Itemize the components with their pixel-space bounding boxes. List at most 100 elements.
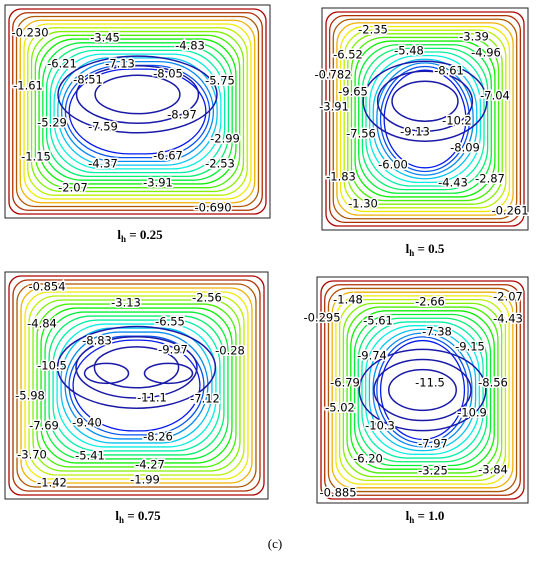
contour-line [24,291,249,480]
contour-label: -2.35 [358,23,388,37]
contour-label: -6.55 [155,315,185,329]
contour-label: -7.69 [29,419,59,433]
contour-label: -1.99 [130,473,160,487]
contour-line [361,321,484,459]
caption-symbol: l [406,508,410,523]
contour-line [75,335,198,399]
contour-label: -8.09 [450,141,480,155]
contour-label: -3.91 [143,176,173,190]
contour-label: -3.84 [478,463,508,477]
contour-label: -6.67 [153,149,183,163]
contour-line [387,368,458,412]
caption-subscript: h [409,248,414,258]
contour-label: -4.43 [493,312,523,326]
contour-label: -5.41 [75,449,105,463]
plot-frame [4,271,269,500]
contour-label: -2.07 [58,181,88,195]
contour-line [27,27,248,196]
contour-label: -7.38 [422,325,452,339]
contour-line [332,18,518,220]
contour-line [57,55,218,134]
figure-label: (c) [268,536,282,551]
plot-frame [321,7,529,231]
contour-label: -4.96 [471,46,501,60]
contour-line [325,11,525,227]
contour-label: -6.52 [333,48,363,62]
contour-label: -10.9 [457,406,487,420]
contour-label: -0.854 [28,280,65,294]
contour-label: -7.59 [88,120,118,134]
plot-frame [4,4,271,219]
contour-label: -8.56 [478,376,508,390]
contour-label: -7.56 [346,127,376,141]
contour-line [335,295,510,485]
contour-label: -8.61 [434,64,464,78]
contour-line [354,40,496,198]
contour-line [379,65,471,173]
contour-label: -7.12 [190,392,220,406]
contour-line [38,38,237,185]
contour-line [143,362,194,385]
contour-line [342,302,503,478]
contour-label: -3.91 [319,100,349,114]
contour-line [15,15,260,208]
contour-label: -4.27 [135,458,165,472]
contour-line [12,12,263,211]
contour-label: -3.13 [111,296,141,310]
contour-label: -6.79 [330,376,360,390]
contour-plot: -1.48 -2.66 -2.07 -0.295 -5.61 -4.43 -7.38-9.1… [302,276,529,525]
contour-label: -8.05 [153,67,183,81]
contour-label: -0.295 [303,311,340,325]
contour-line [357,317,488,463]
caption-symbol: l [406,241,410,256]
contour-label: -8.83 [82,334,112,348]
contour-line [339,25,511,213]
caption-value: = 0.75 [124,508,161,523]
contour-line [391,80,459,122]
contour-line [56,325,217,409]
caption-subscript: h [409,515,414,525]
contour-line [368,328,477,452]
contour-line [36,303,237,468]
contour-line [324,284,521,496]
contour-label: -2.66 [415,295,445,309]
contour-line [53,53,222,170]
contour-line [8,275,265,496]
caption-symbol: l [117,227,121,242]
contour-label: -8.51 [73,73,103,87]
contour-label: -7.04 [480,89,510,103]
contour-line [320,280,525,500]
caption-value: = 0.5 [414,241,445,256]
contour-label: -2.07 [493,290,523,304]
contour-label: -2.53 [205,157,235,171]
contour-line [362,60,488,142]
contour-label: -9.15 [455,340,485,354]
contour-line [45,45,230,178]
contour-label: -10.3 [365,419,395,433]
contour-label: -3.45 [90,31,120,45]
contour-line [44,311,229,460]
contour-label: -3.39 [459,30,489,44]
contour-line [28,295,245,476]
contour-line [83,362,130,385]
contour-label: -9.65 [338,85,368,99]
contour-label: -3.25 [418,464,448,478]
contour-label: -5.29 [37,116,67,130]
contour-label: -5.48 [394,44,424,58]
contour-label: -5.98 [15,389,45,403]
caption-value: = 1.0 [414,508,444,523]
contour-line [49,49,226,174]
contour-label: -3.70 [17,448,47,462]
contour-line [19,19,256,204]
contour-line [350,310,495,470]
contour-label: -5.02 [325,401,355,415]
contour-line [379,339,466,441]
contour-label: -4.84 [27,317,57,331]
contour-line [12,279,261,492]
contour-line [57,57,218,166]
contour-label: -0.782 [314,68,351,82]
panel-caption: lh = 0.5 [406,241,445,258]
contour-label: -0.261 [491,204,528,218]
caption-subscript: h [121,234,126,244]
contour-label: -9.40 [72,416,102,430]
